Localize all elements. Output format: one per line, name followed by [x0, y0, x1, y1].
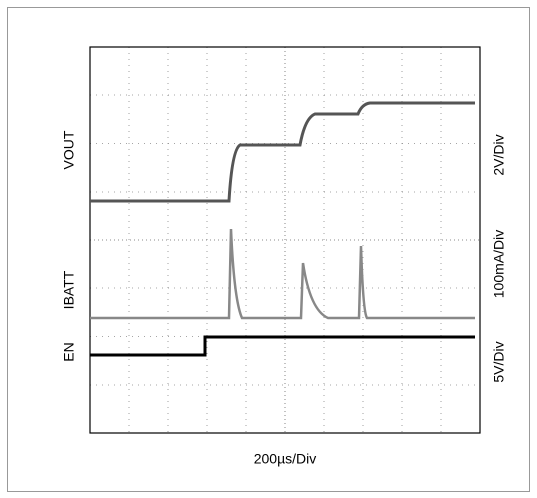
timebase: 200µs/Div — [254, 451, 317, 467]
channel-scale: 100mA/Div — [491, 230, 507, 298]
channel-scale: 2V/Div — [491, 134, 507, 175]
ibatt-trace — [90, 228, 475, 320]
channel-scale: 5V/Div — [491, 341, 507, 382]
channel-label: EN — [61, 342, 77, 361]
frame — [7, 7, 530, 492]
vout-trace — [90, 101, 475, 203]
channel-label: VOUT — [61, 130, 77, 169]
channel-label: IBATT — [61, 270, 77, 309]
en-trace — [90, 335, 475, 357]
